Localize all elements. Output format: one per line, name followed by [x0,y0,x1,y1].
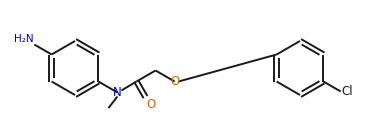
Text: N: N [113,86,122,99]
Text: H₂N: H₂N [14,34,33,43]
Text: Cl: Cl [342,85,353,98]
Text: O: O [146,98,156,111]
Text: O: O [170,75,179,88]
